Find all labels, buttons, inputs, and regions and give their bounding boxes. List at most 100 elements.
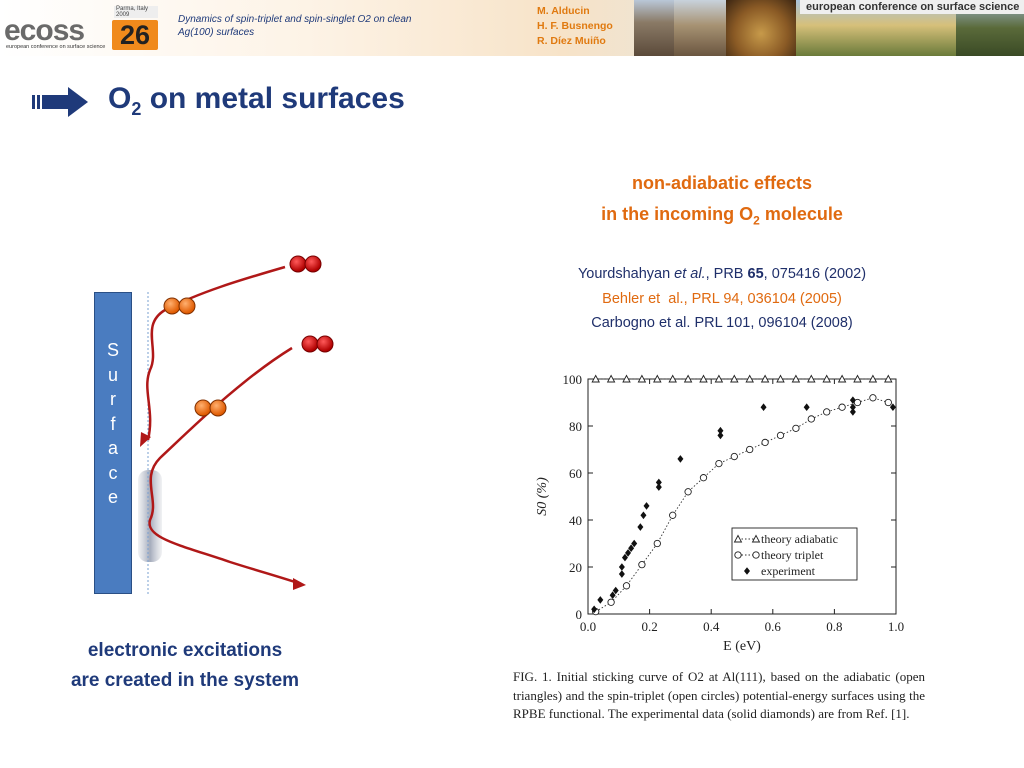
- x-tick-label: 1.0: [888, 619, 904, 634]
- circle-marker: [734, 551, 742, 559]
- triangle-marker: [776, 374, 785, 383]
- o2-molecule-red-2: [301, 335, 334, 353]
- author-list: M. Alducin H. F. Busnengo R. Díez Muiño: [537, 4, 613, 49]
- surface-letter: f: [110, 413, 116, 434]
- diamond-marker: [717, 426, 724, 435]
- tick-labels: 0.0 0.2 0.4 0.6 0.8 1.0 0 20 40 60 80 100: [563, 372, 905, 634]
- triangle-marker: [730, 374, 739, 383]
- surface-block: [94, 292, 132, 594]
- triangle-marker: [622, 374, 631, 383]
- chart-legend: theory adiabatic theory triplet experiment: [731, 527, 858, 581]
- circle-marker: [884, 398, 892, 407]
- circle-marker: [823, 408, 831, 416]
- trajectory-arrowhead-1: [140, 432, 151, 447]
- legend-box: [731, 527, 858, 581]
- page-title: O2 on metal surfaces: [108, 82, 405, 120]
- sticking-curve-chart: 0.0 0.2 0.4 0.6 0.8 1.0 0 20 40 60 80 100 theory ad…: [535, 372, 905, 654]
- diamond-marker: [621, 553, 628, 562]
- x-tick-label: 0.0: [580, 619, 596, 634]
- circle-marker: [669, 511, 677, 519]
- circle-marker: [792, 424, 800, 433]
- x-tick-label: 0.2: [641, 619, 657, 634]
- diamond-marker: [717, 431, 724, 440]
- circle-marker: [746, 445, 754, 454]
- x-tick-label: 0.4: [703, 619, 720, 634]
- logo-subtitle: european conference on surface science: [6, 44, 106, 50]
- heading-line-2: in the incoming O2 molecule: [522, 199, 922, 237]
- photo-theatre: [726, 0, 796, 56]
- circle-marker: [638, 560, 646, 569]
- ref1-pages: , 075416 (2002): [763, 266, 867, 282]
- excitation-caption-line-2: are created in the system: [70, 670, 300, 691]
- y-tick-label: 100: [563, 372, 583, 387]
- circle-marker: [684, 488, 692, 496]
- triangle-marker: [791, 374, 801, 383]
- o2-molecule-red-1: [289, 255, 322, 273]
- title-o: O: [108, 82, 132, 115]
- reference-3: Carbogno et al. PRL 101, 096104 (2008): [591, 315, 853, 331]
- heading-line-2-sub: 2: [753, 213, 760, 228]
- author-2: H. F. Busnengo: [537, 20, 613, 32]
- diamond-marker: [655, 483, 662, 491]
- circle-marker: [752, 551, 760, 559]
- author-1: M. Alducin: [537, 5, 590, 17]
- diamond-marker: [655, 478, 662, 487]
- triangle-marker: [683, 374, 693, 383]
- author-3: R. Díez Muiño: [537, 35, 606, 47]
- diamond-marker: [591, 605, 598, 614]
- plot-frame: [587, 378, 897, 615]
- photo-tower: [634, 0, 674, 56]
- circle-marker: [869, 394, 877, 402]
- x-tick-label: 0.6: [765, 619, 782, 634]
- series-line: [595, 397, 889, 613]
- circle-marker: [730, 452, 738, 461]
- heading-line-2-pre: in the incoming O: [601, 204, 754, 224]
- legend-label: theory triplet: [761, 548, 824, 562]
- circle-marker: [653, 539, 661, 548]
- conference-banner: european conference on surface science: [800, 0, 1024, 14]
- diamond-marker: [849, 396, 856, 404]
- triangle-marker: [853, 374, 862, 383]
- triangle-marker: [733, 534, 743, 543]
- surface-letter: r: [110, 389, 116, 409]
- diamond-marker: [643, 502, 650, 510]
- o2-molecule-orange-2: [194, 399, 227, 417]
- axis-ticks: [587, 378, 897, 615]
- y-tick-label: 0: [576, 607, 583, 622]
- diamond-marker: [625, 549, 632, 557]
- triangle-marker: [745, 374, 754, 383]
- diamond-marker: [628, 544, 635, 552]
- diamond-marker: [640, 511, 647, 520]
- surface-letter: S: [106, 340, 119, 360]
- triangle-marker: [868, 374, 878, 383]
- circle-marker: [715, 459, 723, 468]
- ref1-volume: 65: [747, 266, 764, 282]
- triangle-marker: [653, 374, 662, 383]
- arrow-right-icon: [32, 87, 88, 117]
- diamond-marker: [637, 523, 644, 531]
- triangle-marker: [606, 374, 616, 383]
- heading-line-1: non-adiabatic effects: [631, 173, 813, 193]
- circle-marker: [699, 474, 708, 482]
- surface-letter: e: [107, 487, 118, 507]
- y-tick-label: 60: [569, 466, 582, 481]
- series-marks: [591, 374, 896, 616]
- diamond-marker: [597, 596, 604, 604]
- triangle-marker: [822, 374, 831, 383]
- triangle-marker: [714, 374, 724, 383]
- trajectory-reflected: [146, 265, 286, 441]
- logo-text: ecoss: [4, 14, 85, 47]
- series-lines: [595, 378, 889, 613]
- diamond-marker: [760, 403, 767, 411]
- circle-marker: [622, 582, 631, 590]
- excitation-caption-line-1: electronic excitations: [87, 640, 283, 661]
- diamond-marker: [889, 403, 896, 411]
- legend-label: theory adiabatic: [761, 532, 838, 546]
- excitation-glow: [138, 470, 162, 562]
- diamond-marker: [609, 591, 616, 599]
- diamond-marker: [618, 563, 625, 571]
- x-axis-label: E (eV): [723, 639, 761, 654]
- title-rest: on metal surfaces: [141, 82, 405, 115]
- surface-label: S u r f a c e: [94, 338, 132, 510]
- circle-marker: [838, 403, 846, 411]
